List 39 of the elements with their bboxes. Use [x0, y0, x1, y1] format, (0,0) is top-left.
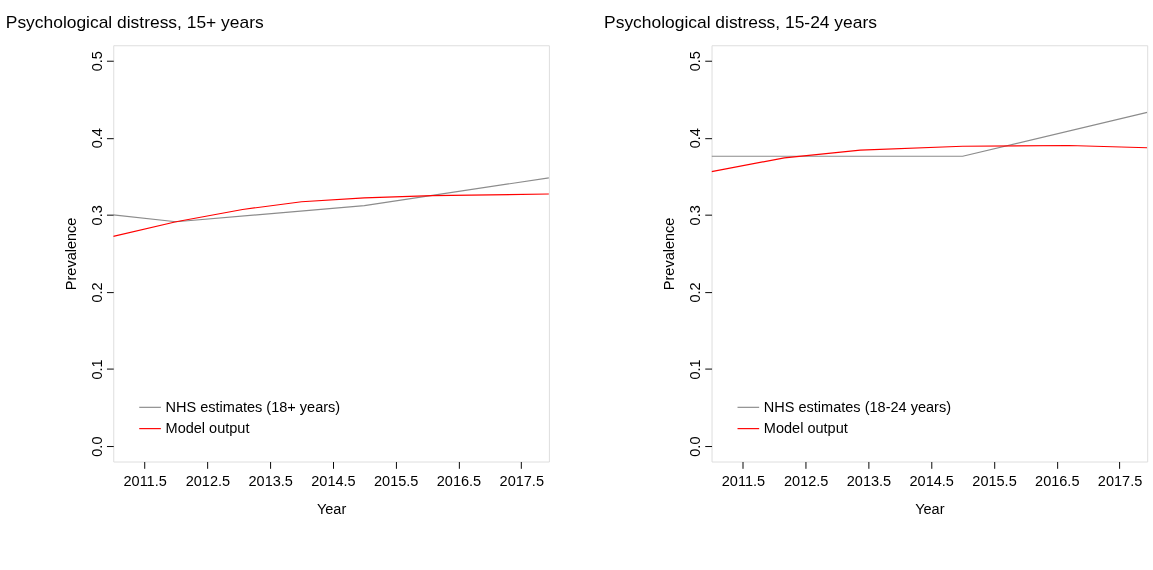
x-axis-title: Year [915, 501, 945, 518]
line-series [113, 177, 549, 223]
x-tick-label: 2012.5 [783, 473, 829, 490]
legend-label: Model output [763, 420, 848, 437]
y-axis-title: Prevalence [661, 217, 678, 291]
x-axis-title: Year [316, 501, 347, 518]
y-tick-label: 0.2 [89, 282, 106, 303]
x-tick-label: 2017.5 [1097, 473, 1143, 490]
x-tick-label: 2012.5 [185, 473, 231, 490]
y-tick-label: 0.5 [89, 51, 106, 72]
y-tick-label: 0.3 [89, 205, 106, 226]
x-tick-label: 2011.5 [721, 473, 766, 490]
y-tick-label: 0.4 [89, 128, 106, 149]
x-tick-label: 2011.5 [123, 473, 167, 490]
y-tick-label: 0.0 [89, 436, 106, 457]
legend-label: NHS estimates (18+ years) [165, 399, 341, 416]
y-tick-label: 0.5 [687, 51, 704, 72]
line-series [113, 193, 549, 238]
y-tick-label: 0.1 [687, 359, 704, 380]
x-tick-label: 2015.5 [374, 473, 419, 490]
x-tick-label: 2016.5 [436, 473, 482, 490]
x-tick-label: 2014.5 [311, 473, 356, 490]
y-tick-label: 0.2 [687, 282, 704, 303]
y-tick-label: 0.3 [687, 205, 704, 226]
x-tick-label: 2015.5 [972, 473, 1017, 490]
legend-label: Model output [165, 420, 250, 437]
chart-title: Psychological distress, 15+ years [5, 11, 264, 32]
x-tick-label: 2017.5 [499, 473, 544, 490]
y-axis-title: Prevalence [63, 217, 79, 291]
y-tick-label: 0.1 [89, 359, 106, 380]
chart-title: Psychological distress, 15-24 years [604, 11, 878, 32]
x-tick-label: 2016.5 [1035, 473, 1080, 490]
y-tick-label: 0.4 [687, 128, 704, 149]
y-tick-label: 0.0 [687, 436, 704, 457]
x-tick-label: 2013.5 [846, 473, 892, 490]
line-series [711, 144, 1148, 173]
legend-label: NHS estimates (18-24 years) [763, 399, 951, 416]
x-tick-label: 2014.5 [909, 473, 954, 490]
x-tick-label: 2013.5 [248, 473, 293, 490]
